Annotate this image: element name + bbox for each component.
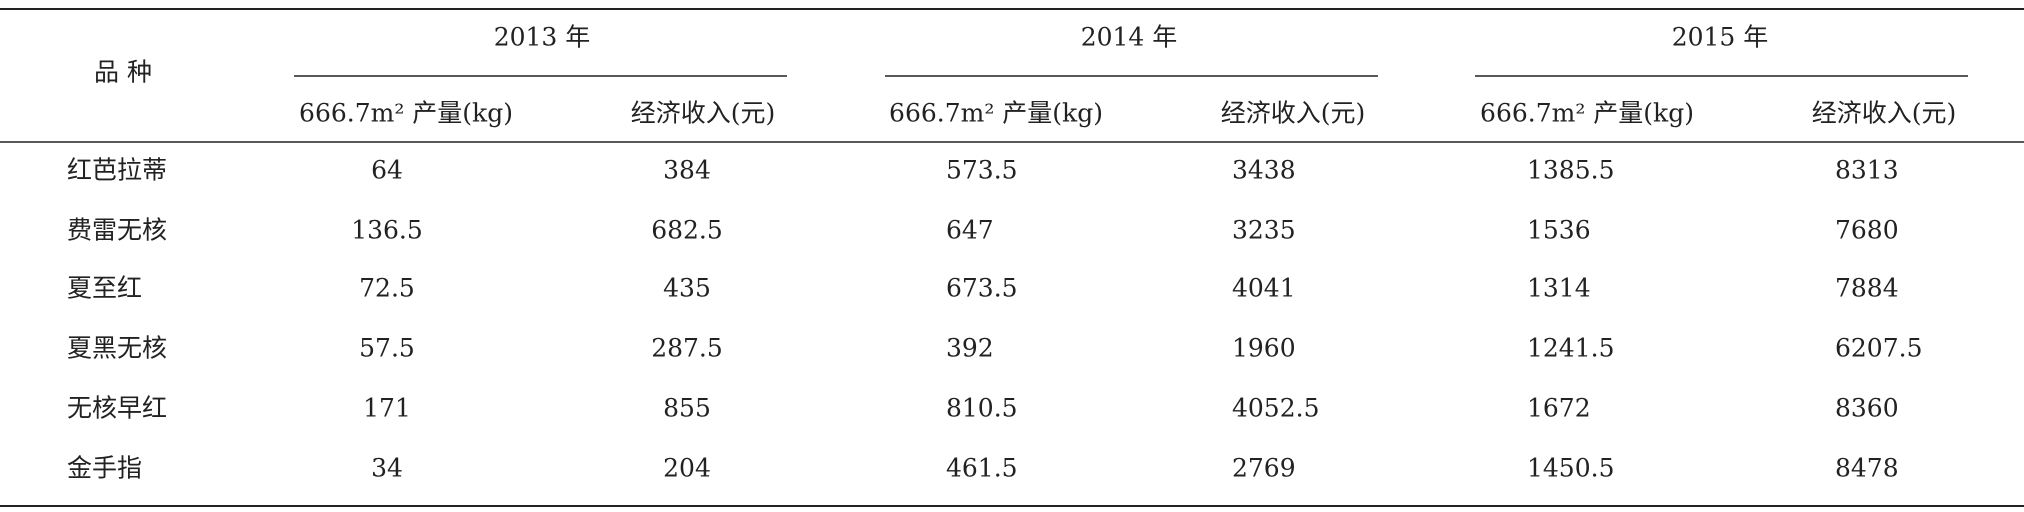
column-header: 666.7m² 产量(kg)	[1480, 99, 1694, 128]
cell-value: 1314	[1527, 274, 1591, 303]
cell-value: 461.5	[946, 454, 1018, 483]
cell-value: 7680	[1835, 216, 1899, 245]
column-header: 经济收入(元)	[1221, 99, 1366, 128]
cell-value: 8313	[1835, 156, 1899, 185]
cell-value: 34	[371, 454, 403, 483]
cell-value: 1450.5	[1527, 454, 1614, 483]
cell-value: 392	[946, 334, 994, 363]
cell-value: 1241.5	[1527, 334, 1614, 363]
column-header: 经济收入(元)	[1812, 99, 1957, 128]
cell-value: 136.5	[351, 216, 423, 245]
cell-value: 810.5	[946, 394, 1018, 423]
variety-name: 金手指	[67, 454, 142, 483]
cell-value: 855	[663, 394, 711, 423]
cell-value: 287.5	[651, 334, 723, 363]
cell-value: 72.5	[359, 274, 415, 303]
variety-name: 夏至红	[67, 274, 142, 303]
cell-value: 1960	[1232, 334, 1296, 363]
cell-value: 64	[371, 156, 403, 185]
year-header: 2015 年	[1672, 23, 1769, 52]
cell-value: 384	[663, 156, 711, 185]
cell-value: 435	[663, 274, 711, 303]
variety-name: 红芭拉蒂	[67, 156, 167, 185]
cell-value: 673.5	[946, 274, 1018, 303]
cell-value: 573.5	[946, 156, 1018, 185]
cell-value: 682.5	[651, 216, 723, 245]
variety-name: 夏黑无核	[67, 334, 167, 363]
cell-value: 3235	[1232, 216, 1296, 245]
cell-value: 3438	[1232, 156, 1296, 185]
cell-value: 6207.5	[1835, 334, 1922, 363]
year-header: 2014 年	[1081, 23, 1178, 52]
variety-name: 无核早红	[67, 394, 167, 423]
cell-value: 204	[663, 454, 711, 483]
cell-value: 8360	[1835, 394, 1899, 423]
cell-value: 4041	[1232, 274, 1296, 303]
cell-value: 647	[946, 216, 994, 245]
variety-name: 费雷无核	[67, 216, 167, 245]
cell-value: 8478	[1835, 454, 1899, 483]
cell-value: 1672	[1527, 394, 1591, 423]
column-header: 666.7m² 产量(kg)	[889, 99, 1103, 128]
column-header: 经济收入(元)	[631, 99, 776, 128]
cell-value: 1536	[1527, 216, 1591, 245]
variety-header: 品 种	[94, 58, 152, 87]
column-header: 666.7m² 产量(kg)	[299, 99, 513, 128]
cell-value: 171	[363, 394, 411, 423]
year-header: 2013 年	[494, 23, 591, 52]
cell-value: 1385.5	[1527, 156, 1614, 185]
cell-value: 4052.5	[1232, 394, 1319, 423]
cell-value: 2769	[1232, 454, 1296, 483]
cell-value: 57.5	[359, 334, 415, 363]
cell-value: 7884	[1835, 274, 1899, 303]
